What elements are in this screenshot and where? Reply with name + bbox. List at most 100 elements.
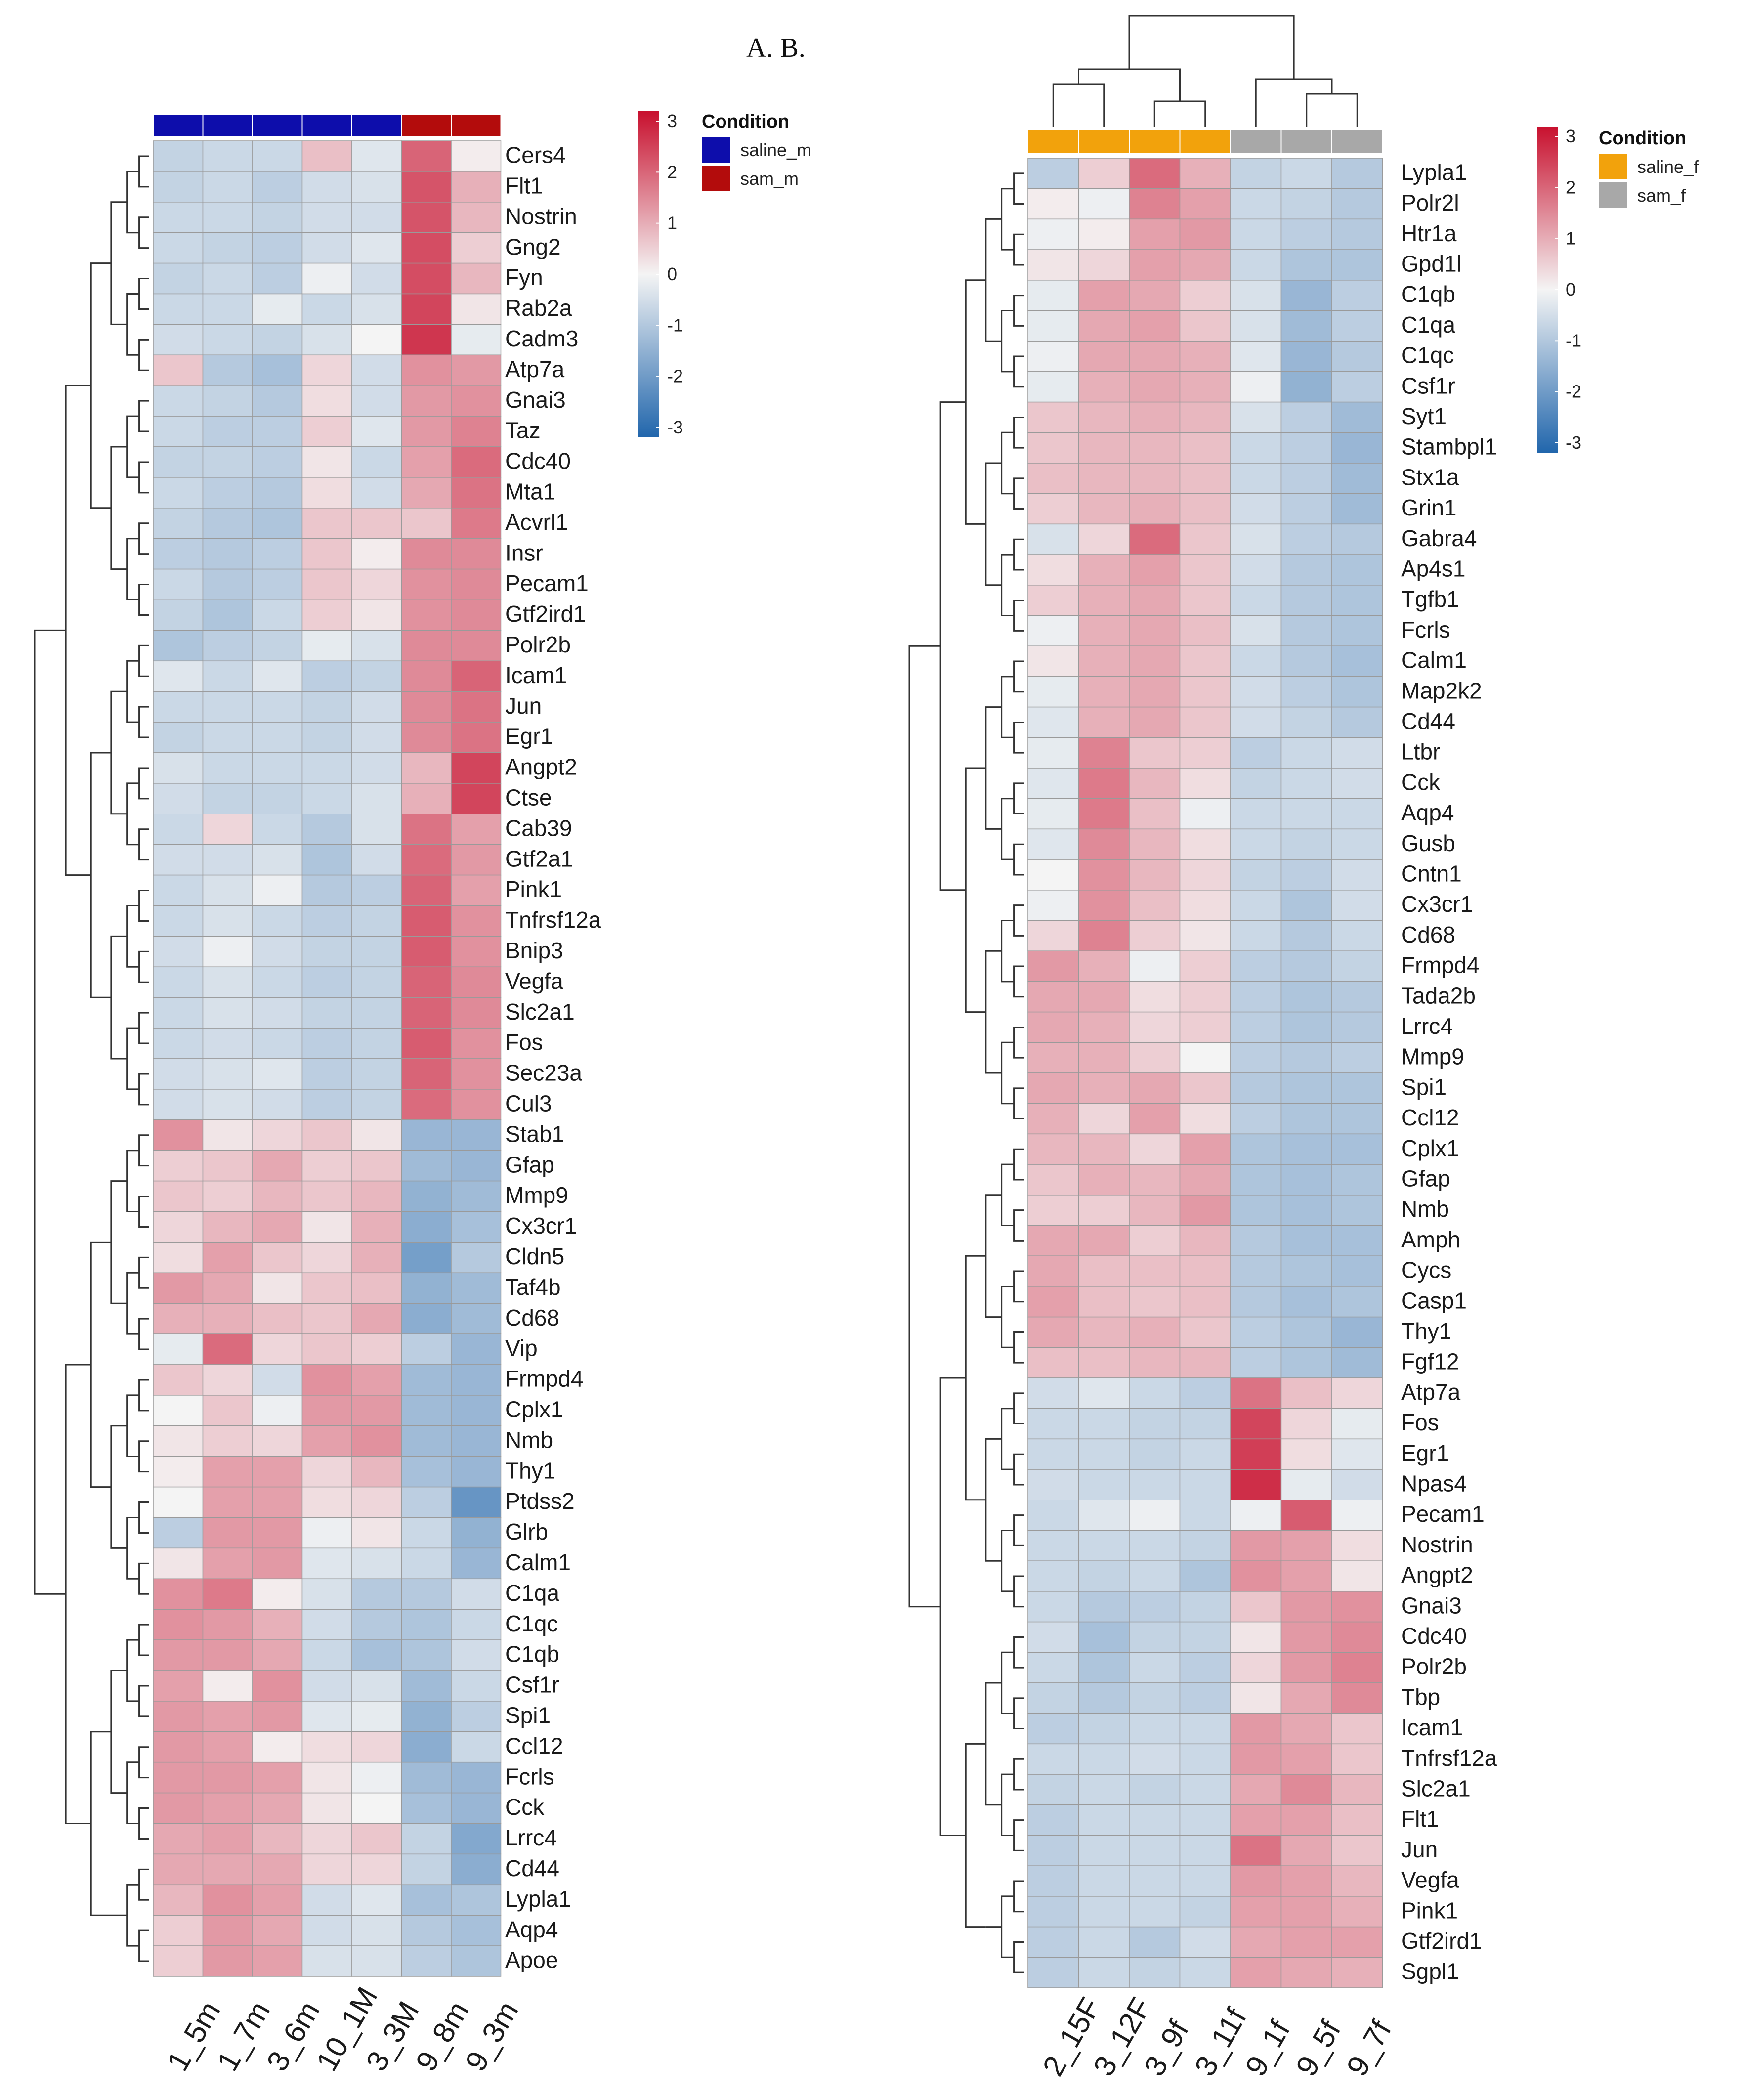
heatmap-cell-Egr1-9_8m: [401, 722, 452, 753]
heatmap-cell-Cab39-9_8m: [401, 814, 452, 845]
heatmap-cell-Stambpl1-3_12F: [1078, 432, 1130, 464]
heatmap-cell-Cd68-3_9f: [1129, 920, 1181, 951]
heatmap-cell-Lrrc4-1_5m: [153, 1823, 204, 1855]
heatmap-cell-Nmb-9_1f: [1230, 1195, 1282, 1226]
heatmap-cell-Apoe-1_5m: [153, 1945, 204, 1977]
row-dendrogram-branch: [138, 1746, 149, 1779]
row-dendrogram-branch: [1013, 1453, 1024, 1486]
heatmap-cell-Lrrc4-9_8m: [401, 1823, 452, 1855]
row-dendrogram-branch: [1001, 1651, 1014, 1714]
condition-cell-2_15F: [1027, 129, 1079, 154]
heatmap-cell-Egr1-9_1f: [1230, 1438, 1282, 1470]
heatmap-cell-C1qc-3_9f: [1129, 341, 1181, 372]
row-dendrogram-branch: [1013, 721, 1024, 754]
gene-label: Nmb: [1401, 1196, 1449, 1222]
heatmap-cell-Icam1-3_3M: [351, 660, 402, 692]
gene-label: Amph: [1401, 1227, 1460, 1252]
scale-tick-label: 0: [667, 264, 677, 284]
heatmap-cell-Glrb-3_6m: [252, 1517, 303, 1549]
heatmap-cell-Pink1-3_9f: [1129, 1896, 1181, 1928]
heatmap-cell-Flt1-9_7f: [1331, 1804, 1383, 1836]
heatmap-cell-Bnip3-9_3m: [451, 936, 502, 968]
heatmap-cell-Mmp9-9_3m: [451, 1180, 502, 1212]
heatmap-cell-Taf4b-10_1M: [301, 1272, 352, 1304]
heatmap-cell-Grin1-9_5f: [1280, 493, 1332, 525]
heatmap-cell-Csf1r-3_3M: [351, 1670, 402, 1702]
heatmap-cell-Cck-3_9f: [1129, 768, 1181, 799]
heatmap-cell-Sec23a-3_3M: [351, 1058, 402, 1090]
column-dendrogram-branch: [1255, 78, 1333, 127]
row-dendrogram-branch: [138, 155, 149, 188]
heatmap-cell-Mmp9-9_7f: [1331, 1042, 1383, 1073]
heatmap-cell-Gtf2a1-1_7m: [202, 844, 253, 876]
heatmap-cell-C1qb-1_5m: [153, 1639, 204, 1671]
heatmap-cell-Cx3cr1-10_1M: [301, 1211, 352, 1243]
heatmap-cell-Calm1-1_5m: [153, 1547, 204, 1580]
heatmap-cell-Polr2b-9_3m: [451, 630, 502, 662]
heatmap-cell-Frmpd4-9_1f: [1230, 950, 1282, 982]
heatmap-cell-C1qc-9_7f: [1331, 341, 1383, 372]
heatmap-cell-Stx1a-3_9f: [1129, 463, 1181, 494]
heatmap-cell-Cldn5-3_6m: [252, 1242, 303, 1274]
heatmap-cell-Gpd1l-3_9f: [1129, 249, 1181, 281]
gene-label: Ap4s1: [1401, 556, 1465, 582]
heatmap-cell-Csf1r-9_7f: [1331, 371, 1383, 403]
row-dendrogram-branch: [985, 950, 1002, 1074]
heatmap-cell-Grin1-9_1f: [1230, 493, 1282, 525]
row-dendrogram-branch: [138, 1134, 149, 1167]
heatmap-cell-Slc2a1-9_8m: [401, 997, 452, 1029]
scale-tick-label: 3: [1566, 126, 1575, 146]
heatmap-cell-Slc2a1-9_5f: [1280, 1774, 1332, 1805]
heatmap-cell-Cd44-9_5f: [1280, 706, 1332, 738]
heatmap-cell-Csf1r-9_3m: [451, 1670, 502, 1702]
heatmap-cell-Egr1-3_12F: [1078, 1438, 1130, 1470]
heatmap-cell-Cycs-9_5f: [1280, 1255, 1332, 1287]
heatmap-cell-Nostrin-2_15F: [1027, 1530, 1079, 1561]
heatmap-cell-Ltbr-3_12F: [1078, 737, 1130, 769]
heatmap-cell-Pink1-1_7m: [202, 874, 253, 906]
heatmap-cell-Amph-2_15F: [1027, 1225, 1079, 1256]
row-dendrogram-branch: [126, 1272, 139, 1335]
heatmap-cell-Nostrin-3_12F: [1078, 1530, 1130, 1561]
heatmap-cell-Ptdss2-3_6m: [252, 1486, 303, 1518]
heatmap-cell-Tnfrsf12a-3_12F: [1078, 1743, 1130, 1775]
heatmap-cell-Csf1r-9_8m: [401, 1670, 452, 1702]
heatmap-cell-Cx3cr1-3_9f: [1129, 890, 1181, 921]
heatmap-cell-Mmp9-2_15F: [1027, 1042, 1079, 1073]
gene-label: Fgf12: [1401, 1349, 1459, 1374]
heatmap-cell-Atp7a-9_8m: [401, 354, 452, 386]
heatmap-cell-Acvrl1-1_7m: [202, 508, 253, 539]
heatmap-cell-Gng2-10_1M: [301, 232, 352, 264]
heatmap-cell-Sgpl1-3_9f: [1129, 1957, 1181, 1988]
heatmap-cell-Cx3cr1-9_8m: [401, 1211, 452, 1243]
heatmap-cell-Frmpd4-1_5m: [153, 1364, 204, 1396]
heatmap-cell-Fos-3_9f: [1129, 1408, 1181, 1440]
heatmap-cell-Gnai3-9_3m: [451, 385, 502, 417]
sample-label: 9_8m: [409, 1996, 475, 2076]
gene-label: Gusb: [1401, 830, 1455, 856]
heatmap-cell-Gtf2ird1-3_11f: [1179, 1926, 1231, 1958]
heatmap-cell-Thy1-9_7f: [1331, 1316, 1383, 1348]
row-dendrogram-branch: [1013, 1819, 1024, 1851]
heatmap-cell-Htr1a-9_1f: [1230, 218, 1282, 250]
heatmap-cell-Casp1-3_9f: [1129, 1286, 1181, 1318]
gene-label: Fos: [1401, 1410, 1439, 1435]
heatmap-cell-Aqp4-9_5f: [1280, 798, 1332, 830]
heatmap-cell-Fos-9_7f: [1331, 1408, 1383, 1440]
gene-label: Vip: [505, 1335, 538, 1361]
heatmap-cell-Vip-10_1M: [301, 1333, 352, 1365]
heatmap-cell-Spi1-3_6m: [252, 1701, 303, 1732]
heatmap-cell-C1qb-3_9f: [1129, 280, 1181, 311]
row-dendrogram-branch: [138, 1012, 149, 1044]
heatmap-cell-Mmp9-10_1M: [301, 1180, 352, 1212]
heatmap-cell-Acvrl1-3_6m: [252, 508, 303, 539]
heatmap-cell-Nostrin-1_5m: [153, 202, 204, 233]
heatmap-cell-Cntn1-3_12F: [1078, 859, 1130, 891]
heatmap-cell-Nostrin-10_1M: [301, 202, 352, 233]
heatmap-cell-Atp7a-3_12F: [1078, 1377, 1130, 1409]
heatmap-cell-Flt1-3_9f: [1129, 1804, 1181, 1836]
heatmap-cell-Taf4b-3_3M: [351, 1272, 402, 1304]
gene-label: Lypla1: [505, 1886, 571, 1912]
color-scale-bar: [638, 111, 659, 437]
gene-label: Cdc40: [505, 448, 571, 474]
